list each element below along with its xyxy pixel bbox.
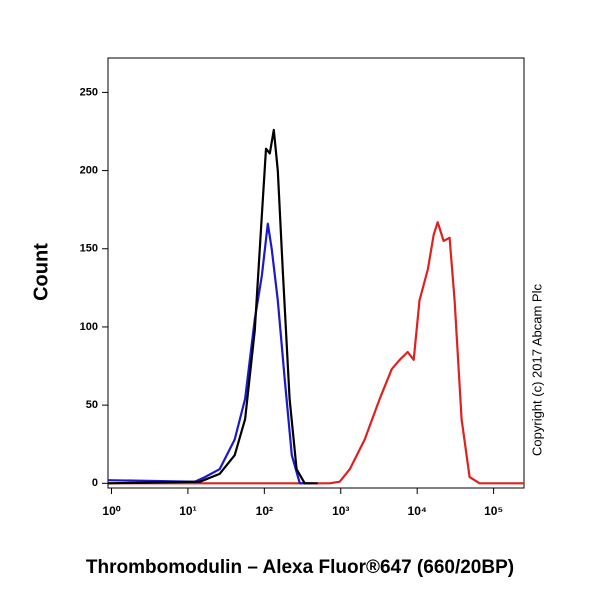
copyright: Copyright (c) 2017 Abcam Plc <box>529 284 544 456</box>
y-tick-label: 0 <box>92 477 98 489</box>
y-tick-label: 200 <box>80 164 98 176</box>
x-axis-label: Thrombomodulin – Alexa Fluor®647 (660/20… <box>86 557 514 578</box>
x-tick-label: 10⁴ <box>408 504 427 518</box>
y-tick-label: 250 <box>80 86 98 98</box>
x-tick-label: 10⁰ <box>102 504 120 518</box>
y-tick-label: 100 <box>80 321 98 333</box>
y-tick-label: 50 <box>86 399 98 411</box>
x-tick-label: 10⁵ <box>484 504 503 518</box>
histogram-line <box>108 222 311 485</box>
histogram-line <box>108 221 524 485</box>
plot-frame <box>107 57 525 489</box>
y-tick-label: 150 <box>80 243 98 255</box>
plot-area <box>108 128 524 485</box>
x-tick-label: 10¹ <box>179 504 196 518</box>
y-axis-label: Count <box>30 243 52 301</box>
histogram-line <box>108 128 318 485</box>
x-tick-label: 10² <box>256 504 273 518</box>
x-tick-label: 10³ <box>332 504 349 518</box>
